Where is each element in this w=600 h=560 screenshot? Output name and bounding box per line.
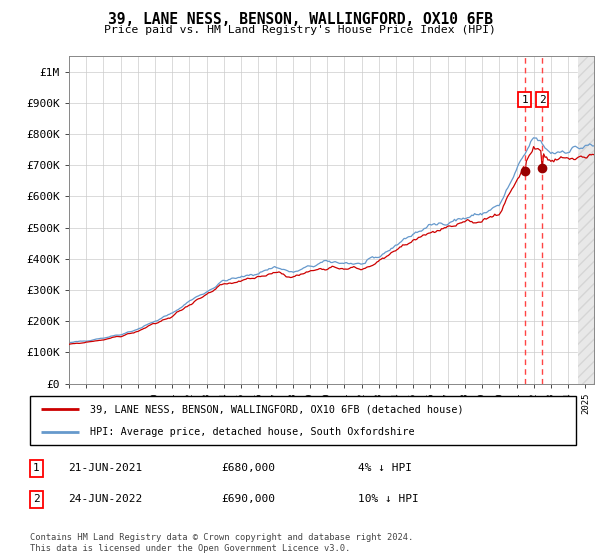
Text: 39, LANE NESS, BENSON, WALLINGFORD, OX10 6FB: 39, LANE NESS, BENSON, WALLINGFORD, OX10…	[107, 12, 493, 27]
Text: Contains HM Land Registry data © Crown copyright and database right 2024.
This d: Contains HM Land Registry data © Crown c…	[30, 533, 413, 553]
Text: 39, LANE NESS, BENSON, WALLINGFORD, OX10 6FB (detached house): 39, LANE NESS, BENSON, WALLINGFORD, OX10…	[90, 404, 464, 414]
Text: 2: 2	[33, 494, 40, 505]
Text: 1: 1	[521, 95, 528, 105]
Text: 10% ↓ HPI: 10% ↓ HPI	[358, 494, 418, 505]
Text: £690,000: £690,000	[221, 494, 275, 505]
Text: 2: 2	[539, 95, 545, 105]
Bar	[578, 56, 594, 384]
Text: HPI: Average price, detached house, South Oxfordshire: HPI: Average price, detached house, Sout…	[90, 427, 415, 437]
Text: 4% ↓ HPI: 4% ↓ HPI	[358, 464, 412, 473]
Text: 24-JUN-2022: 24-JUN-2022	[68, 494, 142, 505]
FancyBboxPatch shape	[30, 396, 576, 445]
Text: £680,000: £680,000	[221, 464, 275, 473]
Bar	[578, 56, 594, 384]
Text: 1: 1	[33, 464, 40, 473]
Text: 21-JUN-2021: 21-JUN-2021	[68, 464, 142, 473]
Text: Price paid vs. HM Land Registry's House Price Index (HPI): Price paid vs. HM Land Registry's House …	[104, 25, 496, 35]
